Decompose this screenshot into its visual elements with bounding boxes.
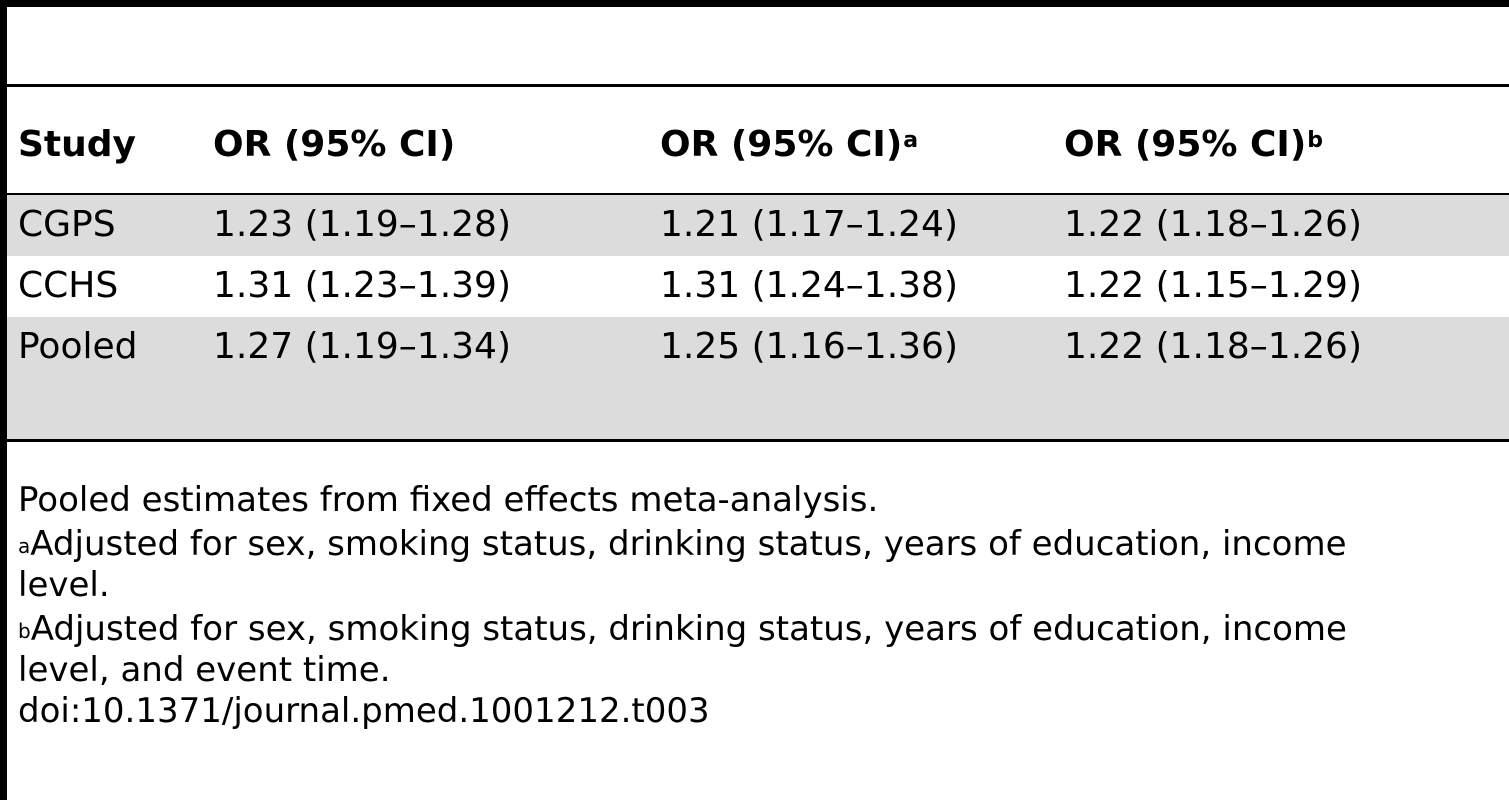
cell-or-crude: 1.31 (1.23–1.39) (213, 265, 512, 306)
footnote-a-text: Adjusted for sex, smoking status, drinki… (30, 524, 1347, 564)
header-top-rule (7, 84, 1509, 87)
footnote-marker-a: a (903, 128, 919, 153)
table-row: CCHS 1.31 (1.23–1.39) 1.31 (1.24–1.38) 1… (7, 256, 1509, 317)
left-border (0, 0, 7, 800)
table-footnotes: Pooled estimates from fixed effects meta… (18, 480, 1509, 732)
cell-or-adjusted-a: 1.31 (1.24–1.38) (660, 265, 959, 306)
cell-or-adjusted-a: 1.21 (1.17–1.24) (660, 204, 959, 245)
footnote-b: bAdjusted for sex, smoking status, drink… (18, 609, 1509, 650)
table-top-rule (0, 0, 1509, 7)
footnote-b-continued: level, and event time. (18, 650, 391, 690)
cell-or-crude: 1.23 (1.19–1.28) (213, 204, 512, 245)
cell-or-adjusted-a: 1.25 (1.16–1.36) (660, 326, 959, 367)
table-row: CGPS 1.23 (1.19–1.28) 1.21 (1.17–1.24) 1… (7, 195, 1509, 256)
footnote-b-marker: b (18, 619, 31, 643)
footnote-pooled: Pooled estimates from fixed effects meta… (18, 480, 879, 520)
doi-link[interactable]: doi:10.1371/journal.pmed.1001212.t003 (18, 691, 710, 731)
header-or-crude: OR (95% CI) (213, 124, 456, 165)
footnote-a: aAdjusted for sex, smoking status, drink… (18, 524, 1509, 565)
header-study: Study (18, 124, 137, 165)
footnote-marker-b: b (1307, 128, 1324, 153)
cell-study: Pooled (18, 326, 138, 367)
cell-or-adjusted-b: 1.22 (1.15–1.29) (1064, 265, 1363, 306)
cell-or-adjusted-b: 1.22 (1.18–1.26) (1064, 204, 1363, 245)
header-or-adjusted-a-label: OR (95% CI) (660, 124, 903, 165)
header-bottom-rule (7, 193, 1509, 195)
header-or-adjusted-a: OR (95% CI)a (660, 121, 918, 169)
table-bottom-rule (7, 439, 1509, 442)
footnote-a-continued: level. (18, 565, 110, 605)
header-or-adjusted-b: OR (95% CI)b (1064, 121, 1323, 169)
footnote-b-text: Adjusted for sex, smoking status, drinki… (30, 609, 1347, 649)
cell-or-adjusted-b: 1.22 (1.18–1.26) (1064, 326, 1363, 367)
table-header-row: Study OR (95% CI) OR (95% CI)a OR (95% C… (7, 87, 1509, 193)
cell-or-crude: 1.27 (1.19–1.34) (213, 326, 512, 367)
header-or-adjusted-b-label: OR (95% CI) (1064, 124, 1307, 165)
cell-study: CCHS (18, 265, 119, 306)
table-row: Pooled 1.27 (1.19–1.34) 1.25 (1.16–1.36)… (7, 317, 1509, 439)
footnote-a-marker: a (18, 534, 31, 558)
cell-study: CGPS (18, 204, 116, 245)
